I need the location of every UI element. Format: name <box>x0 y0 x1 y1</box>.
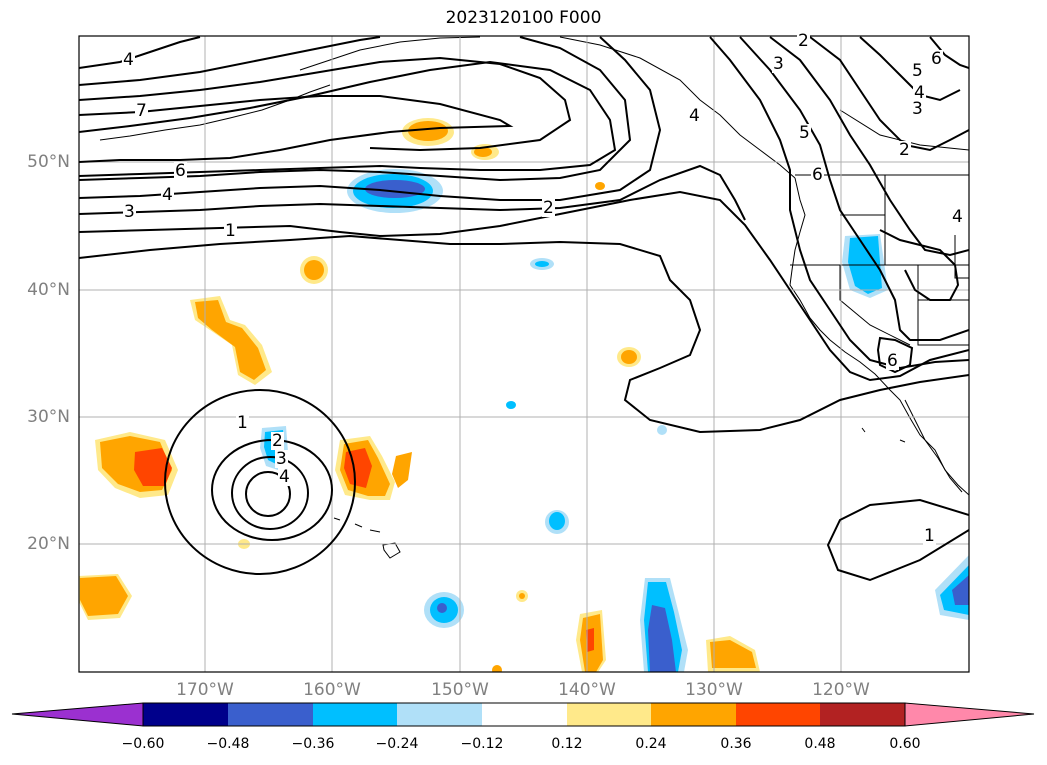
contour-label: 5 <box>911 61 924 81</box>
lon-label-120w: 120°W <box>812 680 870 700</box>
contour-label: 4 <box>161 185 174 205</box>
colorbar-tick: 0.60 <box>889 736 921 752</box>
colorbar-tick: 0.24 <box>635 736 667 752</box>
lon-label-170w: 170°W <box>176 680 234 700</box>
contour-label: 6 <box>886 351 899 371</box>
colorbar-bin <box>651 703 736 726</box>
colorbar-tick: 0.48 <box>804 736 836 752</box>
contour-label: 5 <box>798 123 811 143</box>
colorbar-tick: −0.36 <box>291 736 335 752</box>
contour-label: 3 <box>911 99 924 119</box>
contour-label: 3 <box>772 54 785 74</box>
contour-label: 7 <box>135 101 148 121</box>
colorbar-bin <box>397 703 482 726</box>
colorbar-bin <box>736 703 820 726</box>
contour-label: 4 <box>688 106 701 126</box>
lon-label-150w: 150°W <box>431 680 489 700</box>
contour-label: 4 <box>913 83 926 103</box>
colorbar-extend-min <box>11 702 144 727</box>
colorbar-bin <box>313 703 397 726</box>
map-title: 2023120100 F000 <box>445 8 602 28</box>
lon-label-160w: 160°W <box>303 680 361 700</box>
lat-label-40n: 40°N <box>27 280 70 300</box>
colorbar-bin <box>820 703 905 726</box>
colorbar-tick: 0.36 <box>720 736 752 752</box>
contour-label: 2 <box>898 140 911 160</box>
contour-label: 6 <box>174 161 187 181</box>
colorbar-tick: −0.24 <box>375 736 419 752</box>
colorbar-bin <box>567 703 651 726</box>
lon-label-140w: 140°W <box>558 680 616 700</box>
contour-label: 3 <box>275 449 288 469</box>
contour-label: 1 <box>224 221 237 241</box>
colorbar-bin <box>482 703 567 726</box>
contour-label: 2 <box>542 198 555 218</box>
colorbar-tick: −0.48 <box>206 736 250 752</box>
lat-label-20n: 20°N <box>27 534 70 554</box>
colorbar-tick: −0.12 <box>460 736 504 752</box>
contour-label: 6 <box>930 49 943 69</box>
colorbar <box>11 702 1035 727</box>
plot-border <box>78 35 970 673</box>
contour-label: 1 <box>923 526 936 546</box>
contour-label: 3 <box>123 202 136 222</box>
contour-label: 4 <box>122 50 135 70</box>
colorbar-tick: −0.60 <box>121 736 165 752</box>
contour-label: 4 <box>951 207 964 227</box>
lat-label-50n: 50°N <box>27 152 70 172</box>
graticule <box>79 36 969 672</box>
contour-label: 4 <box>278 467 291 487</box>
lon-label-130w: 130°W <box>685 680 743 700</box>
contour-label: 1 <box>236 413 249 433</box>
plot-area <box>79 36 969 672</box>
colorbar-tick: 0.12 <box>551 736 583 752</box>
contour-label: 6 <box>811 165 824 185</box>
contour-label: 2 <box>271 431 284 451</box>
contour-lines <box>79 36 969 582</box>
contour-label: 2 <box>797 31 810 51</box>
colorbar-bin <box>228 703 313 726</box>
colorbar-extend-max <box>904 702 1035 727</box>
lat-label-30n: 30°N <box>27 407 70 427</box>
colorbar-bin <box>143 703 228 726</box>
